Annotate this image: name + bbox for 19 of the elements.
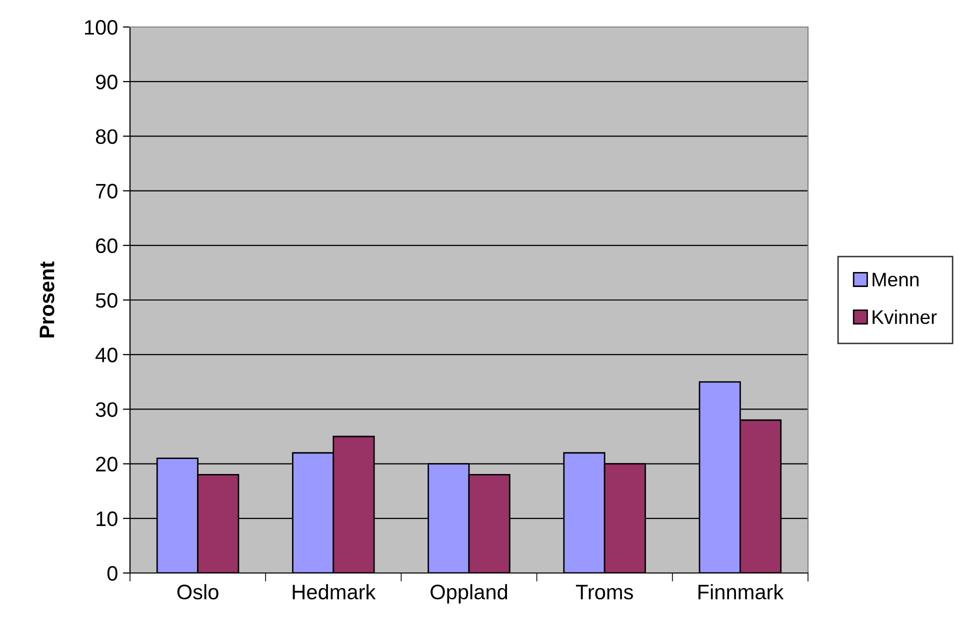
x-tick-label: Finnmark — [698, 584, 784, 600]
y-tick-label: 50 — [96, 293, 118, 308]
y-tick-label: 80 — [96, 129, 118, 144]
y-tick-label: 100 — [85, 20, 118, 35]
y-tick-label: 60 — [96, 238, 118, 254]
y-tick-label: 90 — [96, 74, 118, 90]
y-tick-label: 30 — [96, 402, 118, 417]
y-tick-label: 40 — [96, 348, 118, 362]
y-tick-label: 70 — [96, 184, 118, 199]
y-axis-title: Prosent — [40, 261, 54, 338]
x-tick-label: Hedmark — [292, 584, 376, 600]
legend-label: Menn — [872, 272, 918, 286]
x-tick-label: Oslo — [177, 584, 218, 600]
x-tick-label: Troms — [576, 584, 633, 600]
y-tick-label: 0 — [107, 566, 118, 581]
y-tick-label: 10 — [96, 511, 118, 526]
x-tick-label: Oppland — [430, 584, 508, 604]
y-tick-label: 20 — [96, 456, 118, 472]
legend-label: Kvinner — [872, 310, 937, 324]
